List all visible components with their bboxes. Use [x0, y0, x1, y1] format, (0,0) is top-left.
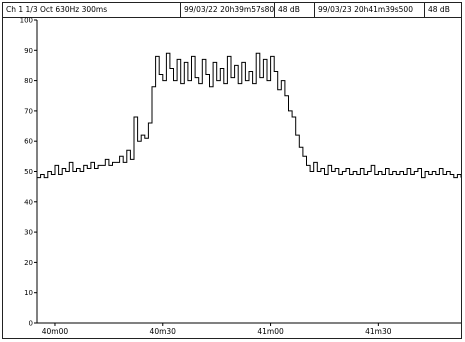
- y-tick-label: 0: [29, 320, 33, 328]
- x-tick-label: 40m00: [42, 327, 69, 336]
- chart-svg: 0 10 20 30 40 50 60 70 80 90 100 40m00 40m30 41m00 41m…: [20, 17, 461, 336]
- chart-header: Ch 1 1/3 Oct 630Hz 300ms 99/03/22 20h39m…: [3, 3, 461, 18]
- x-tick-label: 41m00: [257, 327, 284, 336]
- channel-label: Ch 1 1/3 Oct 630Hz 300ms: [3, 3, 181, 17]
- y-tick-label: 90: [24, 47, 33, 55]
- start-time-label: 99/03/22 20h39m57s800: [181, 3, 275, 17]
- y-tick-label: 20: [24, 259, 33, 267]
- chart-frame: Ch 1 1/3 Oct 630Hz 300ms 99/03/22 20h39m…: [2, 2, 462, 339]
- y-tick-label: 60: [24, 138, 33, 146]
- y-tick-label: 50: [24, 168, 33, 176]
- y-tick-label: 10: [24, 289, 33, 297]
- y-tick-label: 70: [24, 107, 33, 115]
- end-level-label: 48 dB: [428, 5, 450, 14]
- y-tick-label: 30: [24, 229, 33, 237]
- x-tick-label: 41m30: [365, 327, 392, 336]
- start-level-label: 48 dB: [275, 3, 315, 17]
- end-time-label: 99/03/23 20h41m39s500: [315, 3, 425, 17]
- y-tick-label: 100: [20, 17, 33, 25]
- y-tick-label: 40: [24, 198, 33, 206]
- series-line: [37, 52, 461, 179]
- y-tick-label: 80: [24, 77, 33, 85]
- x-tick-label: 40m30: [150, 327, 177, 336]
